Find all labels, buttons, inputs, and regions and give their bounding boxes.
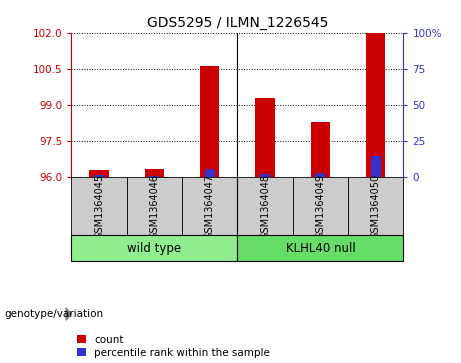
Bar xyxy=(371,156,381,177)
Bar xyxy=(311,122,330,177)
Bar xyxy=(255,98,275,177)
Bar xyxy=(89,170,109,177)
Bar xyxy=(182,177,237,235)
Text: GSM1364050: GSM1364050 xyxy=(371,174,381,239)
Bar xyxy=(149,175,160,177)
Text: GSM1364048: GSM1364048 xyxy=(260,174,270,238)
Text: KLHL40 null: KLHL40 null xyxy=(285,242,355,255)
Bar xyxy=(348,177,403,235)
Text: GSM1364046: GSM1364046 xyxy=(149,174,160,238)
Bar xyxy=(260,174,270,177)
Bar xyxy=(94,175,104,177)
Bar xyxy=(200,66,219,177)
Text: GSM1364049: GSM1364049 xyxy=(315,174,325,238)
Bar xyxy=(71,177,127,235)
Bar xyxy=(293,177,348,235)
Bar xyxy=(71,235,237,261)
Bar xyxy=(237,177,293,235)
Bar xyxy=(237,235,403,261)
Text: GSM1364047: GSM1364047 xyxy=(205,174,215,239)
Polygon shape xyxy=(66,308,71,320)
Bar xyxy=(145,169,164,177)
Bar xyxy=(315,173,325,177)
Legend: count, percentile rank within the sample: count, percentile rank within the sample xyxy=(77,335,270,358)
Bar xyxy=(127,177,182,235)
Bar xyxy=(205,169,215,177)
Text: wild type: wild type xyxy=(127,242,182,255)
Bar xyxy=(366,33,385,177)
Text: GSM1364045: GSM1364045 xyxy=(94,174,104,239)
Text: genotype/variation: genotype/variation xyxy=(5,309,104,319)
Title: GDS5295 / ILMN_1226545: GDS5295 / ILMN_1226545 xyxy=(147,16,328,30)
